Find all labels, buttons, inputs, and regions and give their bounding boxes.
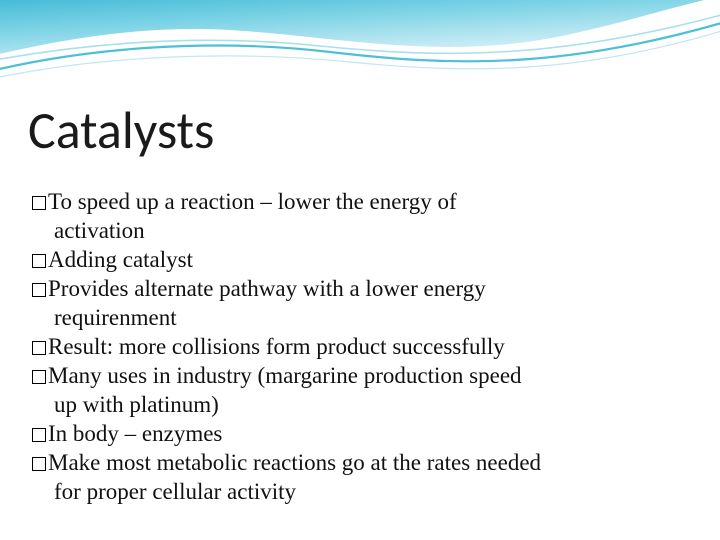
bullet-item: In body – enzymes — [32, 420, 678, 448]
bullet-item: Provides alternate pathway with a lower … — [32, 275, 678, 303]
header-wave-decoration — [0, 0, 720, 110]
bullet-box-icon — [32, 283, 46, 297]
bullet-continuation: activation — [32, 217, 678, 245]
wave-svg — [0, 0, 720, 110]
bullet-text-cont: requirenment — [54, 305, 177, 330]
bullet-item: Many uses in industry (margarine product… — [32, 362, 678, 390]
bullet-continuation: for proper cellular activity — [32, 478, 678, 506]
bullet-item: Result: more collisions form product suc… — [32, 333, 678, 361]
bullet-text-cont: up with platinum) — [54, 392, 219, 417]
bullet-text: Result: more collisions form product suc… — [48, 334, 505, 359]
bullet-box-icon — [32, 457, 46, 471]
bullet-continuation: requirenment — [32, 304, 678, 332]
bullet-item: To speed up a reaction – lower the energ… — [32, 188, 678, 216]
bullet-text: In body – enzymes — [48, 421, 222, 446]
slide-title: Catalysts — [28, 98, 214, 162]
bullet-item: Adding catalyst — [32, 246, 678, 274]
bullet-text: Provides alternate pathway with a lower … — [48, 276, 486, 301]
bullet-continuation: up with platinum) — [32, 391, 678, 419]
bullet-box-icon — [32, 254, 46, 268]
bullet-box-icon — [32, 370, 46, 384]
bullet-box-icon — [32, 341, 46, 355]
bullet-text-cont: activation — [54, 218, 145, 243]
wave-fill — [0, 0, 720, 55]
bullet-box-icon — [32, 196, 46, 210]
bullet-text: Adding catalyst — [48, 247, 193, 272]
bullet-text: Many uses in industry (margarine product… — [48, 363, 522, 388]
bullet-text-cont: for proper cellular activity — [54, 479, 296, 504]
bullet-text: Make most metabolic reactions go at the … — [48, 450, 541, 475]
bullet-item: Make most metabolic reactions go at the … — [32, 449, 678, 477]
bullet-text: To speed up a reaction – lower the energ… — [48, 189, 457, 214]
slide-body: To speed up a reaction – lower the energ… — [32, 188, 678, 507]
bullet-box-icon — [32, 428, 46, 442]
